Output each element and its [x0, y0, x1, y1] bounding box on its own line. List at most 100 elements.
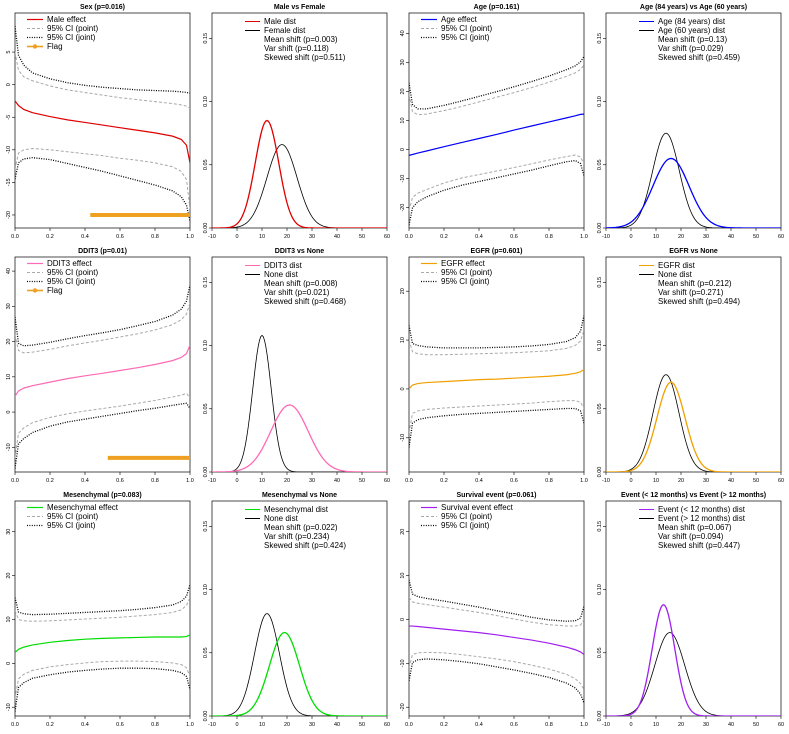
plot-area [606, 603, 781, 716]
legend-label: 95% CI (point) [441, 512, 492, 521]
stat-label: Var shift (p=0.234) [264, 532, 330, 541]
y-tick-label: 0.00 [203, 467, 209, 478]
stat-label: Skewed shift (p=0.424) [264, 541, 346, 550]
legend-label: 95% CI (joint) [441, 277, 490, 286]
x-tick-label: -10 [208, 722, 216, 728]
stat-label: Mean shift (p=0.003) [264, 35, 338, 44]
x-tick-label: 0.2 [46, 478, 54, 484]
y-tick-label: 0.10 [597, 584, 603, 595]
plot-frame [605, 256, 782, 473]
stat-label: Skewed shift (p=0.511) [264, 53, 346, 62]
x-tick-label: 30 [309, 478, 315, 484]
legend-label: Female dist [264, 26, 306, 35]
x-tick-label: 0.6 [510, 478, 518, 484]
stat-label: Skewed shift (p=0.459) [658, 53, 740, 62]
ci-joint-upper-line [15, 25, 190, 94]
chart-title: EGFR vs None [669, 248, 718, 255]
ci-point-lower-line [15, 660, 190, 699]
dist-curve-b [606, 132, 781, 228]
x-tick-label: 10 [653, 234, 659, 240]
ci-point-upper-line [409, 64, 584, 116]
y-tick-label: 20 [6, 339, 12, 345]
stat-label: Var shift (p=0.021) [264, 288, 330, 297]
y-tick-label: 5 [6, 51, 12, 54]
x-tick-label: 40 [334, 478, 340, 484]
x-tick-label: -10 [602, 234, 610, 240]
chart-title: DDIT3 (p=0.01) [78, 248, 127, 255]
legend-label: 95% CI (point) [47, 24, 98, 33]
legend-label: EGFR effect [441, 259, 486, 268]
x-tick-label: 10 [259, 478, 265, 484]
legend-label: 95% CI (joint) [47, 521, 96, 530]
x-tick-label: 0.0 [11, 478, 19, 484]
y-tick-label: 20 [400, 288, 406, 294]
y-tick-label: 0.10 [597, 96, 603, 107]
y-tick-label: 0.10 [597, 340, 603, 351]
dist-curve-b [212, 144, 387, 228]
x-tick-label: 0.6 [510, 234, 518, 240]
legend-label: Event (< 12 months) dist [658, 505, 746, 514]
ci-joint-upper-line [409, 315, 584, 349]
y-tick-label: -10 [6, 703, 12, 711]
legend-label: 95% CI (joint) [441, 33, 490, 42]
chart-panel-4: DDIT3 (p=0.01) 0.0 0.2 0.4 0.6 0.8 1.0 -10 0 10 20… [0, 244, 197, 488]
plot-area [15, 25, 190, 222]
x-tick-label: -10 [208, 234, 216, 240]
x-tick-label: 1.0 [580, 234, 588, 240]
legend-label: Survival event effect [441, 503, 514, 512]
x-tick-label: 50 [753, 722, 759, 728]
dist-curve-a [606, 603, 781, 716]
chart-svg-10: Survival event (p=0.061) 0.0 0.2 0.4 0.6 0.8 1… [400, 492, 588, 728]
chart-svg-3: Age (84 years) vs Age (60 years) -10 0 10 20… [597, 4, 784, 240]
chart-panel-11: Event (< 12 months) vs Event (> 12 month… [591, 488, 788, 732]
plot-area [212, 119, 387, 228]
y-tick-label: 0.15 [203, 521, 209, 532]
x-tick-label: 0.4 [475, 234, 483, 240]
effect-line [15, 344, 190, 397]
chart-panel-6: EGFR (p=0.601) 0.0 0.2 0.4 0.6 0.8 1.0 -10 0 10 20… [394, 244, 591, 488]
x-tick-label: 1.0 [186, 478, 194, 484]
y-tick-label: 0.00 [203, 223, 209, 234]
plot-area [212, 613, 387, 716]
x-tick-label: 1.0 [186, 722, 194, 728]
chart-title: Male vs Female [274, 4, 325, 11]
x-tick-label: 50 [753, 478, 759, 484]
legend-label: 95% CI (point) [441, 24, 492, 33]
y-tick-label: 20 [6, 573, 12, 579]
chart-svg-4: DDIT3 (p=0.01) 0.0 0.2 0.4 0.6 0.8 1.0 -10 0 10 20… [6, 248, 194, 484]
x-tick-label: 0.4 [81, 722, 89, 728]
y-tick-label: 0.15 [597, 33, 603, 44]
chart-svg-1: Male vs Female -10 0 10 20 30 40 50 60 0.00 0.05 0.… [203, 4, 390, 240]
dist-curve-b [606, 632, 781, 716]
y-tick-label: -20 [400, 204, 406, 212]
stat-label: Var shift (p=0.118) [264, 44, 329, 53]
y-tick-label: 0 [400, 618, 406, 621]
plot-frame [14, 500, 191, 717]
plot-frame [408, 500, 585, 717]
y-tick-label: -10 [6, 443, 12, 451]
y-tick-label: 0 [400, 387, 406, 390]
x-tick-label: 1.0 [186, 234, 194, 240]
y-tick-label: 0.15 [203, 277, 209, 288]
ci-point-lower-line [409, 154, 584, 211]
chart-title: DDIT3 vs None [275, 248, 325, 255]
x-tick-label: 1.0 [580, 722, 588, 728]
stat-label: Skewed shift (p=0.468) [264, 297, 346, 306]
x-tick-label: 0.4 [475, 722, 483, 728]
dist-curve-b [212, 334, 387, 472]
y-tick-label: -20 [6, 211, 12, 219]
ci-point-upper-line [15, 51, 190, 109]
x-tick-label: 30 [309, 722, 315, 728]
stat-label: Mean shift (p=0.022) [264, 523, 338, 532]
stat-label: Mean shift (p=0.13) [658, 35, 727, 44]
y-tick-label: 10 [400, 573, 406, 579]
chart-svg-0: Sex (p=0.016) 0.0 0.2 0.4 0.6 0.8 1.0 -20 -15 -10… [6, 4, 194, 240]
plot-area [409, 56, 584, 226]
ci-joint-lower-line [409, 658, 584, 704]
y-tick-label: 20 [400, 529, 406, 535]
y-tick-label: 30 [6, 303, 12, 309]
x-tick-label: 50 [359, 722, 365, 728]
x-tick-label: 40 [334, 722, 340, 728]
chart-svg-7: EGFR vs None -10 0 10 20 30 40 50 60 0.00 0.05 0.10… [597, 248, 784, 484]
